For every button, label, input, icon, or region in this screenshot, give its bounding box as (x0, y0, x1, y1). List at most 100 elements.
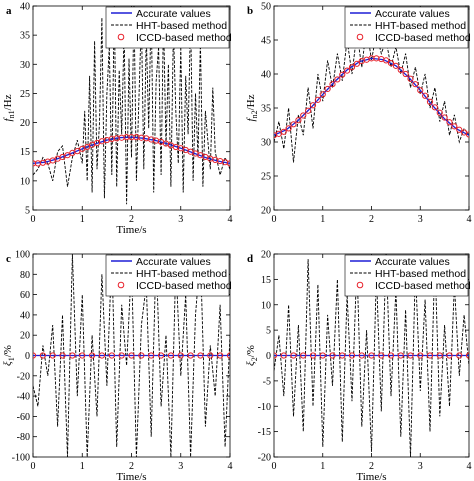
iccd-point (309, 352, 317, 359)
y-label-sub: n2 (250, 110, 259, 118)
y-tick-label: 40 (20, 310, 30, 321)
iccd-point (177, 352, 184, 359)
y-tick-label: -20 (17, 371, 30, 382)
iccd-point (456, 352, 463, 359)
panel-letter: a (6, 5, 12, 17)
iccd-point (197, 352, 204, 359)
legend-iccd-swatch (356, 281, 364, 289)
legend-entry-label: ICCD-based method (136, 280, 232, 292)
legend-entry-label: HHT-based method (136, 20, 227, 32)
iccd-point (187, 352, 194, 359)
y-tick-label: -60 (17, 412, 30, 423)
x-tick-label: 2 (129, 214, 134, 225)
panel-a: a 0 1 2 3 4 5 10 15 20 25 30 35 40 Time/s fn1/Hz Accurat… (2, 2, 233, 237)
iccd-point (441, 114, 448, 121)
legend-entry-label: Accurate values (136, 8, 211, 20)
iccd-point (33, 352, 37, 359)
iccd-point (348, 64, 356, 71)
x-tick-label: 2 (129, 461, 134, 472)
iccd-point (309, 102, 317, 109)
legend-entry-label: ICCD-based method (136, 32, 232, 44)
iccd-point (280, 128, 287, 135)
iccd-point (285, 125, 292, 132)
y-axis-label: ξ2/% (245, 345, 259, 366)
y-label-unit: /Hz (2, 94, 14, 110)
x-tick-label: 0 (272, 461, 277, 472)
x-tick-label: 3 (178, 214, 183, 225)
y-tick-label: 20 (20, 331, 30, 342)
iccd-point (426, 352, 434, 359)
iccd-point (465, 352, 469, 359)
iccd-point (353, 60, 360, 67)
y-label-main: f (2, 116, 14, 121)
x-tick-label: 1 (320, 214, 325, 225)
y-tick-label: 100 (15, 250, 30, 261)
iccd-point (274, 352, 278, 359)
y-tick-label: 50 (261, 2, 271, 13)
y-tick-label: 20 (261, 206, 271, 217)
iccd-point (329, 81, 336, 88)
iccd-point (417, 352, 424, 359)
y-tick-label: 30 (20, 60, 30, 71)
y-tick-label: 0 (25, 351, 30, 362)
iccd-point (451, 123, 458, 130)
iccd-point (295, 117, 302, 124)
iccd-point (324, 85, 331, 93)
iccd-point (300, 112, 307, 119)
iccd-point (387, 352, 395, 359)
iccd-point (446, 352, 453, 359)
iccd-point (368, 352, 375, 359)
iccd-point (157, 352, 165, 359)
legend-entry-label: Accurate values (136, 256, 211, 268)
iccd-point (344, 67, 351, 74)
iccd-point (339, 352, 346, 359)
iccd-point (422, 92, 429, 99)
y-label-sub: 2 (250, 357, 259, 361)
iccd-point (290, 352, 297, 359)
iccd-point (397, 352, 404, 359)
iccd-point (465, 131, 469, 138)
y-tick-label: 60 (20, 290, 30, 301)
y-tick-label: -80 (17, 432, 30, 443)
x-tick-label: 1 (80, 461, 85, 472)
y-tick-label: 80 (20, 270, 30, 281)
iccd-point (446, 119, 453, 126)
iccd-point (226, 160, 230, 167)
iccd-point (339, 71, 346, 78)
y-tick-label: 25 (20, 89, 30, 100)
x-tick-label: 2 (369, 461, 374, 472)
iccd-point (74, 148, 81, 155)
hht-series-line (274, 26, 469, 163)
x-tick-label: 3 (418, 461, 423, 472)
panel-letter: c (6, 253, 11, 265)
x-tick-label: 3 (178, 461, 183, 472)
iccd-point (64, 152, 71, 159)
y-axis-label: ξ1/% (2, 345, 16, 366)
iccd-point (456, 126, 463, 133)
iccd-point (59, 352, 66, 359)
y-label-main: f (245, 116, 257, 121)
iccd-point (128, 352, 135, 359)
iccd-point (407, 75, 414, 82)
y-tick-label: 45 (261, 36, 271, 47)
iccd-point (387, 60, 395, 67)
panel-c: c 0 1 2 3 4 -100 -80 -60 -40 -20 0 20 40 60 80 100 Time/s… (2, 250, 233, 481)
plot-area (33, 6, 230, 205)
x-axis-label: Time/s (116, 224, 146, 236)
panel-letter: d (247, 253, 253, 265)
y-tick-label: -40 (17, 392, 30, 403)
x-tick-label: 3 (418, 214, 423, 225)
y-tick-label: 30 (261, 138, 271, 149)
iccd-point (226, 352, 230, 359)
x-axis-label: Time/s (116, 471, 146, 481)
iccd-point (426, 98, 434, 105)
y-tick-label: 40 (20, 2, 30, 13)
x-tick-label: 4 (228, 214, 233, 225)
y-label-unit: /Hz (245, 94, 257, 110)
iccd-point (148, 352, 155, 359)
iccd-point (207, 352, 214, 359)
y-label-unit: /% (245, 345, 257, 357)
accurate-series-line (33, 136, 230, 165)
legend-entry-label: HHT-based method (375, 20, 466, 32)
y-tick-label: -15 (258, 427, 271, 438)
